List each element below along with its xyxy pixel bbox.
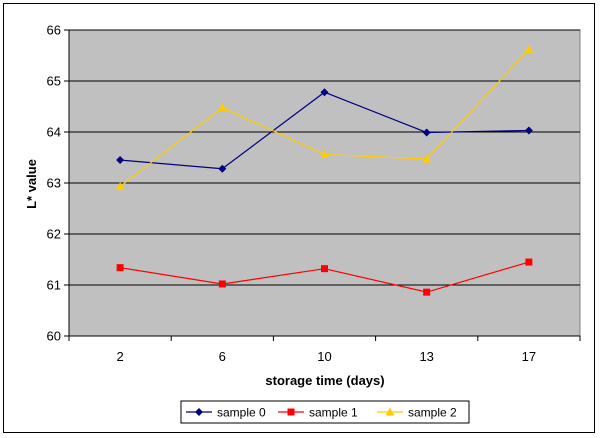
series-layer [115, 44, 534, 296]
data-point [525, 258, 533, 266]
legend-item: sample 1 [278, 406, 358, 420]
series-sample-2 [115, 44, 534, 191]
y-tick-label: 61 [47, 278, 61, 293]
data-point [320, 149, 329, 158]
data-point [218, 164, 227, 173]
legend: sample 0 sample 1 sample 2 [180, 400, 470, 424]
data-point [422, 154, 432, 163]
data-point [321, 265, 328, 273]
data-point [524, 126, 533, 135]
axes: 60 61 62 63 64 65 66 2 6 10 13 17 [47, 23, 581, 364]
data-point [217, 103, 227, 112]
data-point [218, 280, 226, 288]
legend-swatch-marker [385, 407, 395, 416]
y-tick-label: 62 [47, 227, 61, 242]
legend-items: sample 0 sample 1 sample 2 [186, 406, 457, 420]
legend-label: sample 0 [217, 406, 266, 420]
data-point [423, 288, 431, 296]
x-tick-label: 6 [219, 349, 226, 364]
data-point [116, 264, 124, 272]
data-point [116, 156, 125, 165]
data-point [524, 44, 534, 53]
legend-item: sample 0 [186, 406, 266, 420]
data-point [422, 128, 431, 137]
x-tick-label: 13 [419, 349, 433, 364]
legend-swatch-marker [287, 408, 295, 416]
y-tick-label: 63 [47, 176, 61, 191]
series-sample-0 [116, 88, 533, 173]
data-point [320, 88, 329, 97]
legend-swatch-marker [195, 408, 203, 416]
plot-area [68, 29, 581, 337]
series-sample-1 [116, 258, 533, 296]
y-tick-label: 65 [47, 74, 61, 89]
x-axis-title: storage time (days) [265, 373, 384, 388]
x-tick-label: 17 [522, 349, 536, 364]
data-point [115, 182, 125, 191]
y-tick-label: 64 [47, 125, 61, 140]
y-axis-title: L* value [24, 159, 39, 209]
legend-item: sample 2 [377, 406, 457, 420]
y-tick-label: 60 [47, 329, 61, 344]
x-tick-label: 10 [317, 349, 331, 364]
x-tick-label: 2 [116, 349, 123, 364]
legend-label: sample 1 [309, 406, 358, 420]
y-tick-label: 66 [47, 23, 61, 38]
legend-label: sample 2 [408, 406, 457, 420]
legend-box [180, 400, 470, 424]
